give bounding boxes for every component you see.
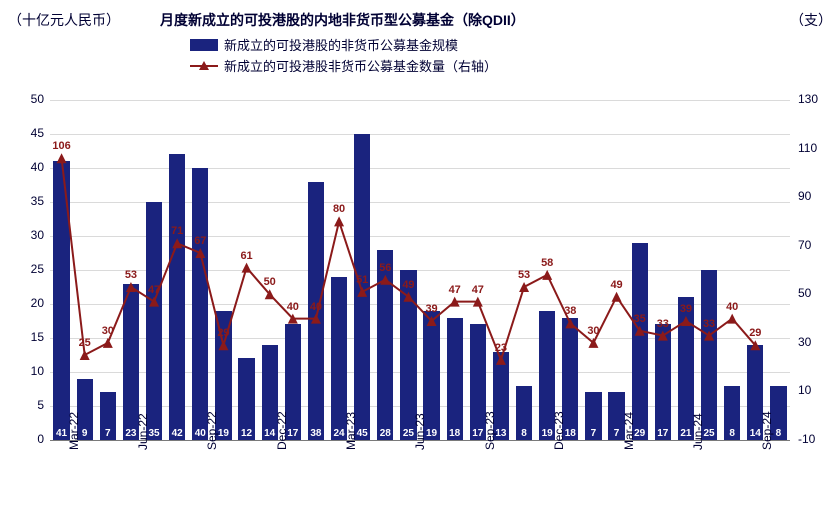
line-value-label: 53	[125, 269, 137, 281]
legend-item-line: 新成立的可投港股非货币公募基金数量（右轴）	[190, 56, 497, 75]
y-axis-unit-left: （十亿元人民币）	[8, 10, 120, 30]
line-value-label: 71	[171, 225, 183, 237]
bar-swatch-icon	[190, 39, 218, 51]
line-value-label: 35	[634, 313, 646, 325]
line-value-label: 40	[726, 301, 738, 313]
y2-tick-label: 130	[798, 92, 835, 106]
line-value-label: 47	[148, 284, 160, 296]
line-value-label: 29	[217, 327, 229, 339]
x-tick-label: Dec-22	[275, 411, 289, 450]
x-tick-label: Mar-23	[344, 412, 358, 450]
y-tick-label: 10	[14, 364, 44, 378]
y2-tick-label: 10	[798, 383, 835, 397]
x-tick-label: Mar-22	[67, 412, 81, 450]
line-value-label: 56	[379, 262, 391, 274]
line-value-label: 49	[610, 279, 622, 291]
y2-tick-label: 90	[798, 189, 835, 203]
x-tick-label: Dec-23	[552, 411, 566, 450]
line-value-label: 106	[52, 140, 70, 152]
y-tick-label: 5	[14, 398, 44, 412]
y-tick-label: 0	[14, 432, 44, 446]
chart-container: （十亿元人民币） 月度新成立的可投港股的内地非货币型公募基金（除QDII） （支…	[0, 0, 835, 508]
line-series	[50, 100, 790, 440]
line-value-label: 33	[657, 318, 669, 330]
line-value-label: 29	[749, 327, 761, 339]
x-tick-label: Sep-23	[483, 411, 497, 450]
y2-tick-label: 30	[798, 335, 835, 349]
legend-label-bar: 新成立的可投港股的非货币公募基金规模	[224, 35, 458, 54]
line-value-label: 58	[541, 257, 553, 269]
line-value-label: 61	[240, 250, 252, 262]
x-tick-label: Jun-22	[136, 413, 150, 450]
line-value-label: 30	[102, 325, 114, 337]
y2-tick-label: 110	[798, 141, 835, 155]
line-value-label: 38	[564, 305, 576, 317]
line-value-label: 47	[472, 284, 484, 296]
line-value-label: 67	[194, 235, 206, 247]
line-swatch-icon	[190, 59, 218, 73]
legend-item-bar: 新成立的可投港股的非货币公募基金规模	[190, 35, 497, 54]
y-tick-label: 45	[14, 126, 44, 140]
line-value-label: 39	[425, 303, 437, 315]
line-value-label: 49	[402, 279, 414, 291]
line-value-label: 25	[79, 337, 91, 349]
line-value-label: 53	[518, 269, 530, 281]
y-tick-label: 25	[14, 262, 44, 276]
legend-label-line: 新成立的可投港股非货币公募基金数量（右轴）	[224, 56, 497, 75]
y-tick-label: 20	[14, 296, 44, 310]
line-value-label: 47	[449, 284, 461, 296]
y2-tick-label: 50	[798, 286, 835, 300]
x-tick-label: Jun-24	[691, 413, 705, 450]
line-value-label: 51	[356, 274, 368, 286]
y-tick-label: 30	[14, 228, 44, 242]
line-value-label: 50	[264, 276, 276, 288]
y-axis-unit-right: （支）	[790, 10, 832, 30]
y-tick-label: 15	[14, 330, 44, 344]
y2-tick-label: 70	[798, 238, 835, 252]
line-value-label: 40	[287, 301, 299, 313]
x-tick-label: Mar-24	[622, 412, 636, 450]
x-tick-label: Sep-24	[760, 411, 774, 450]
line-value-label: 23	[495, 342, 507, 354]
line-value-label: 80	[333, 203, 345, 215]
line-value-label: 40	[310, 301, 322, 313]
line-value-label: 33	[703, 318, 715, 330]
line-value-label: 30	[587, 325, 599, 337]
y-tick-label: 35	[14, 194, 44, 208]
x-tick-label: Jun-23	[413, 413, 427, 450]
line-value-label: 39	[680, 303, 692, 315]
y-tick-label: 50	[14, 92, 44, 106]
legend: 新成立的可投港股的非货币公募基金规模 新成立的可投港股非货币公募基金数量（右轴）	[190, 35, 497, 77]
plot-area: 05101520253035404550-1010305070901101304…	[50, 100, 790, 440]
x-tick-label: Sep-22	[205, 411, 219, 450]
chart-title: 月度新成立的可投港股的内地非货币型公募基金（除QDII）	[160, 10, 525, 30]
y2-tick-label: -10	[798, 432, 835, 446]
y-tick-label: 40	[14, 160, 44, 174]
